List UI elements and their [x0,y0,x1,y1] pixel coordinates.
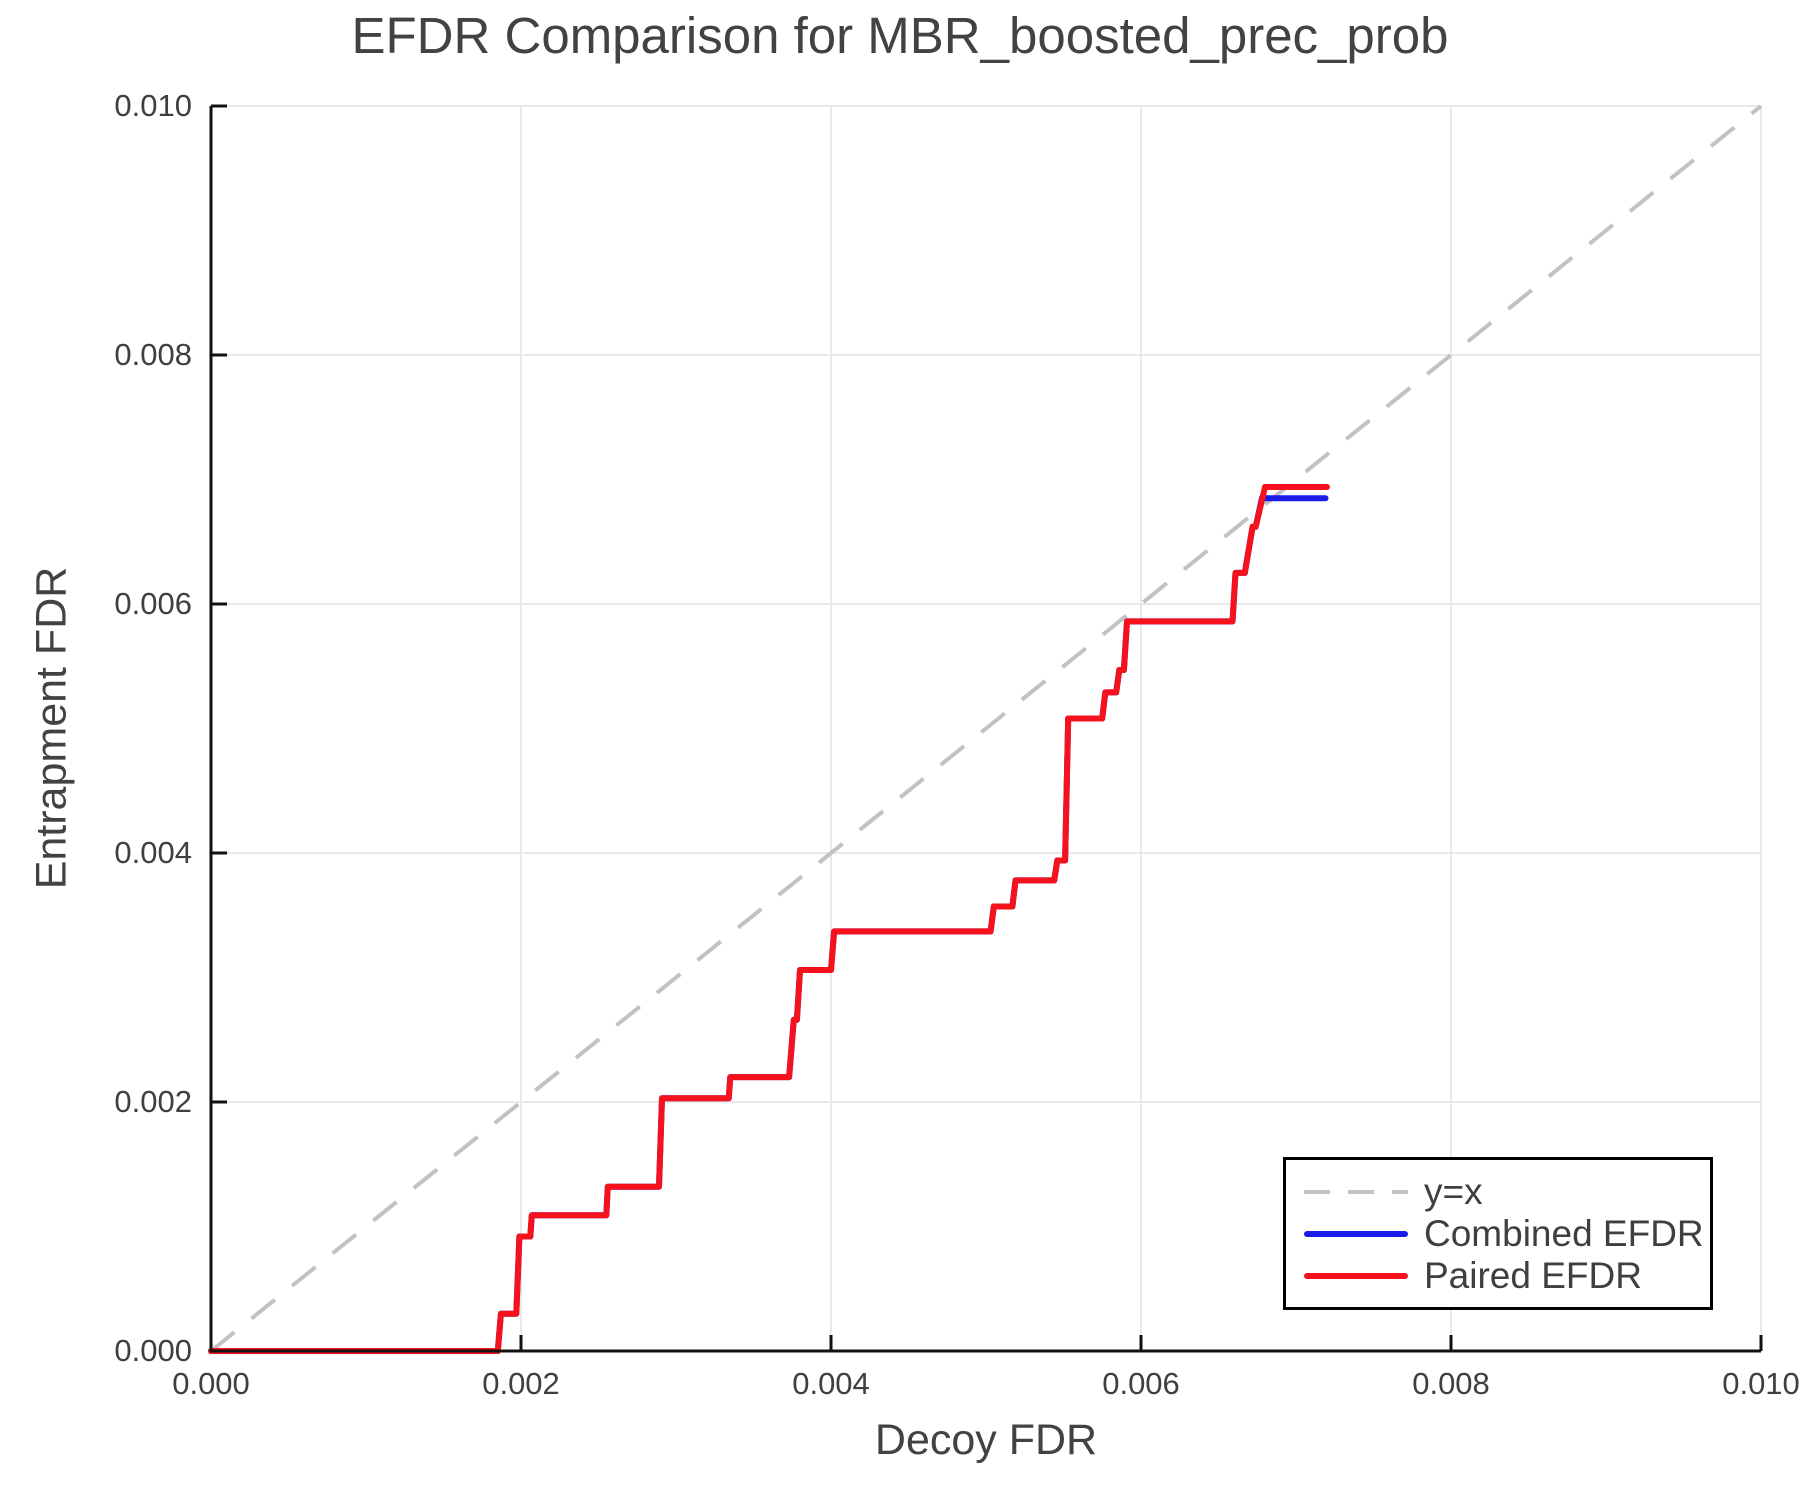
legend-item-yx: y=x [1304,1171,1702,1213]
x-tick-1: 0.002 [482,1366,560,1401]
legend-label-combined-efdr: Combined EFDR [1424,1212,1704,1254]
series-y-x [209,104,1763,1353]
y-tick-3: 0.006 [114,586,192,621]
legend-label-paired-efdr: Paired EFDR [1424,1254,1642,1296]
y-tick-2: 0.004 [114,835,192,870]
y-tick-0: 0.000 [114,1333,192,1368]
x-tick-5: 0.010 [1722,1366,1800,1401]
paired-efdr-line-swatch [1304,1272,1408,1279]
plot-area [208,104,1763,1354]
chart-title: EFDR Comparison for MBR_boosted_prec_pro… [351,7,1449,64]
y-tick-1: 0.002 [114,1084,192,1119]
combined-efdr-line-swatch [1304,1230,1408,1237]
x-tick-2: 0.004 [792,1366,870,1401]
y-tick-4: 0.008 [114,337,192,372]
series-paired-efdr [208,484,1330,1354]
legend-item-paired-efdr: Paired EFDR [1304,1255,1702,1297]
x-axis-label: Decoy FDR [874,1416,1098,1464]
legend-item-combined-efdr: Combined EFDR [1304,1212,1704,1255]
x-tick-3: 0.006 [1102,1366,1180,1401]
yx-dashed-line-swatch [1304,1189,1408,1194]
x-tick-0: 0.000 [172,1366,250,1401]
x-tick-4: 0.008 [1412,1366,1490,1401]
legend-label-yx: y=x [1424,1170,1483,1212]
series-combined-efdr [208,495,1329,1354]
y-axis-label: Entrapment FDR [27,566,76,890]
y-tick-5: 0.010 [114,88,192,123]
legend: y=x Combined EFDR Paired EFDR [1283,1157,1713,1310]
